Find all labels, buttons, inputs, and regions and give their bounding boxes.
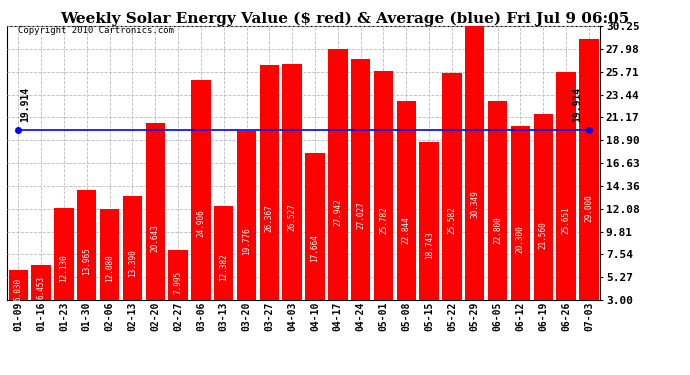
Bar [282, 64, 302, 300]
Text: 12.080: 12.080 [105, 254, 114, 282]
Text: 6.453: 6.453 [37, 276, 46, 299]
Text: 12.382: 12.382 [219, 253, 228, 281]
Bar [237, 132, 256, 300]
Text: 22.800: 22.800 [493, 216, 502, 244]
Bar [8, 270, 28, 300]
Bar [100, 209, 119, 300]
Bar [397, 100, 416, 300]
Bar [533, 114, 553, 300]
Bar [556, 72, 575, 300]
Bar [191, 80, 210, 300]
Bar [351, 58, 371, 300]
Text: 7.995: 7.995 [174, 271, 183, 294]
Text: 22.844: 22.844 [402, 216, 411, 244]
Bar [259, 65, 279, 300]
Bar [465, 25, 484, 300]
Text: 29.000: 29.000 [584, 195, 593, 222]
Bar [442, 73, 462, 300]
Text: 17.664: 17.664 [310, 235, 319, 262]
Text: 20.643: 20.643 [150, 224, 160, 252]
Bar [55, 208, 74, 300]
Bar [214, 206, 233, 300]
Text: 20.300: 20.300 [516, 225, 525, 253]
Bar [305, 153, 325, 300]
Bar [374, 71, 393, 300]
Text: 13.965: 13.965 [82, 248, 91, 275]
Text: 19.914: 19.914 [573, 87, 582, 122]
Bar [123, 196, 142, 300]
Text: 21.560: 21.560 [539, 221, 548, 249]
Bar [511, 126, 530, 300]
Bar [579, 39, 599, 300]
Text: 26.367: 26.367 [265, 204, 274, 232]
Text: 27.942: 27.942 [333, 198, 342, 226]
Bar [420, 142, 439, 300]
Text: 24.906: 24.906 [197, 209, 206, 237]
Bar [32, 265, 51, 300]
Text: 18.743: 18.743 [424, 231, 433, 258]
Bar [77, 190, 97, 300]
Text: 25.651: 25.651 [562, 207, 571, 234]
Text: 30.349: 30.349 [471, 190, 480, 218]
Text: 25.582: 25.582 [447, 207, 457, 234]
Text: Copyright 2010 Cartronics.com: Copyright 2010 Cartronics.com [19, 26, 174, 35]
Bar [168, 250, 188, 300]
Text: 25.782: 25.782 [379, 206, 388, 234]
Text: 12.130: 12.130 [59, 254, 68, 282]
Text: 13.390: 13.390 [128, 250, 137, 278]
Bar [488, 101, 507, 300]
Text: 6.030: 6.030 [14, 278, 23, 301]
Text: 26.527: 26.527 [288, 203, 297, 231]
Text: Weekly Solar Energy Value ($ red) & Average (blue) Fri Jul 9 06:05: Weekly Solar Energy Value ($ red) & Aver… [61, 11, 629, 26]
Text: 19.914: 19.914 [20, 87, 30, 122]
Bar [328, 50, 348, 300]
Text: 19.776: 19.776 [242, 227, 251, 255]
Text: 27.027: 27.027 [356, 202, 365, 229]
Bar [146, 123, 165, 300]
